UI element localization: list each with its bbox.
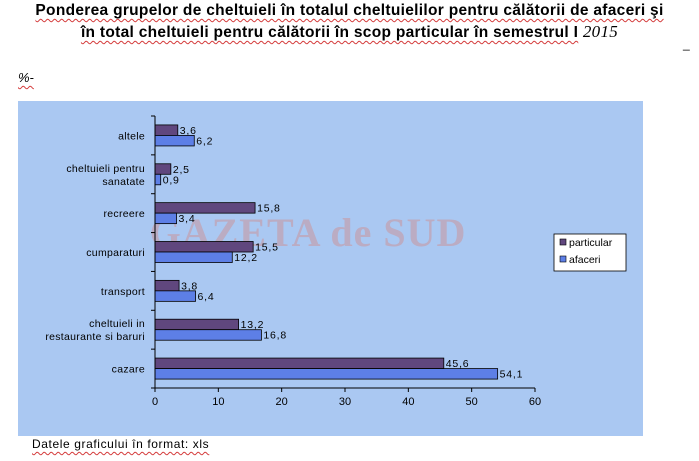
title-line-2-wrap: în total cheltuieli pentru călătorii în … (0, 21, 699, 43)
category-label-4: transport (101, 286, 145, 298)
data-label-particular-0: 3,6 (180, 125, 197, 137)
x-tick-label-6: 60 (529, 396, 541, 408)
category-label-1: cheltuieli pentru sanatate (66, 163, 145, 188)
bar-afaceri-3 (154, 251, 233, 263)
data-label-particular-2: 15,8 (257, 203, 281, 215)
category-label-2: recreere (104, 208, 146, 220)
data-label-afaceri-1: 0,9 (163, 174, 180, 186)
data-label-afaceri-6: 54,1 (500, 369, 524, 381)
bar-particular-3 (154, 241, 254, 253)
x-tick-label-5: 50 (466, 396, 478, 408)
legend-label-afaceri: afaceri (569, 254, 601, 266)
bar-afaceri-1 (154, 173, 162, 186)
x-tick-label-1: 10 (212, 396, 224, 408)
x-tick-label-2: 20 (276, 396, 288, 408)
bar-particular-2 (154, 202, 256, 214)
legend-label-particular: particular (569, 237, 613, 249)
data-label-afaceri-0: 6,2 (196, 135, 213, 147)
bar-afaceri-6 (154, 368, 499, 380)
unit-label: %- (18, 70, 34, 85)
category-label-0: altele (118, 130, 145, 142)
title-year: 2015 (582, 22, 619, 41)
bar-particular-6 (154, 357, 445, 369)
bar-afaceri-4 (154, 290, 196, 302)
footer-note[interactable]: Datele graficului în format: xls (32, 437, 210, 451)
data-label-particular-1: 2,5 (173, 164, 190, 176)
x-tick-label-4: 40 (402, 396, 414, 408)
bar-chart: GAZETA de SUD3,66,2altele2,50,9cheltuiel… (45, 115, 627, 408)
bar-afaceri-5 (154, 329, 262, 341)
bar-afaceri-2 (154, 212, 177, 225)
legend-swatch-particular (559, 238, 567, 246)
bar-particular-0 (154, 124, 179, 136)
bar-afaceri-0 (154, 135, 195, 147)
stray-dash: _ (683, 37, 690, 51)
data-label-particular-3: 15,5 (255, 242, 279, 254)
legend-swatch-afaceri (559, 255, 567, 263)
plot-background: GAZETA de SUD 3,6 6,2 altele 2,5 0,9 cheltuiel… (18, 101, 643, 436)
data-label-afaceri-4: 6,4 (198, 291, 215, 303)
title-line-1: Ponderea grupelor de cheltuieli în total… (35, 2, 664, 19)
bar-particular-4 (154, 279, 180, 292)
category-label-5: cheltuieli in restaurante si baruri (45, 318, 145, 343)
data-label-afaceri-3: 12,2 (234, 252, 258, 264)
category-label-6: cazare (112, 364, 145, 376)
data-label-afaceri-2: 3,4 (179, 213, 196, 225)
category-label-3: cumparaturi (86, 247, 145, 259)
title-line-2: în total cheltuieli pentru călătorii în … (80, 24, 579, 41)
bar-particular-5 (154, 318, 239, 331)
chart-title: Ponderea grupelor de cheltuieli în total… (0, 0, 699, 43)
data-label-particular-5: 13,2 (241, 319, 265, 331)
data-label-afaceri-5: 16,8 (263, 330, 287, 342)
x-tick-label-0: 0 (152, 396, 158, 408)
x-tick-label-3: 30 (339, 396, 351, 408)
data-label-particular-6: 45,6 (446, 358, 470, 370)
data-label-particular-4: 3,8 (181, 280, 198, 292)
bar-particular-1 (154, 163, 172, 175)
